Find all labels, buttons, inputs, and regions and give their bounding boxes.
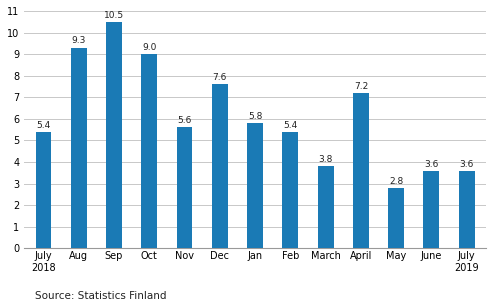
Bar [247, 123, 263, 248]
Bar [176, 127, 192, 248]
Text: 10.5: 10.5 [104, 11, 124, 19]
Text: 9.0: 9.0 [142, 43, 156, 52]
Bar [106, 22, 122, 248]
Bar [35, 132, 51, 248]
Bar [141, 54, 157, 248]
Text: 2.8: 2.8 [389, 177, 403, 186]
Text: 5.8: 5.8 [248, 112, 262, 121]
Bar [282, 132, 298, 248]
Text: 9.3: 9.3 [71, 36, 86, 46]
Bar [458, 171, 475, 248]
Text: 5.4: 5.4 [283, 121, 297, 130]
Bar [317, 166, 334, 248]
Text: 3.6: 3.6 [459, 160, 474, 168]
Bar [423, 171, 439, 248]
Bar [388, 188, 404, 248]
Text: 7.6: 7.6 [212, 73, 227, 82]
Bar [71, 48, 87, 248]
Text: 5.6: 5.6 [177, 116, 192, 125]
Text: 5.4: 5.4 [36, 121, 51, 130]
Text: Source: Statistics Finland: Source: Statistics Finland [35, 291, 166, 301]
Bar [212, 84, 228, 248]
Text: 7.2: 7.2 [354, 82, 368, 91]
Bar [353, 93, 369, 248]
Text: 3.6: 3.6 [424, 160, 439, 168]
Text: 3.8: 3.8 [318, 155, 333, 164]
